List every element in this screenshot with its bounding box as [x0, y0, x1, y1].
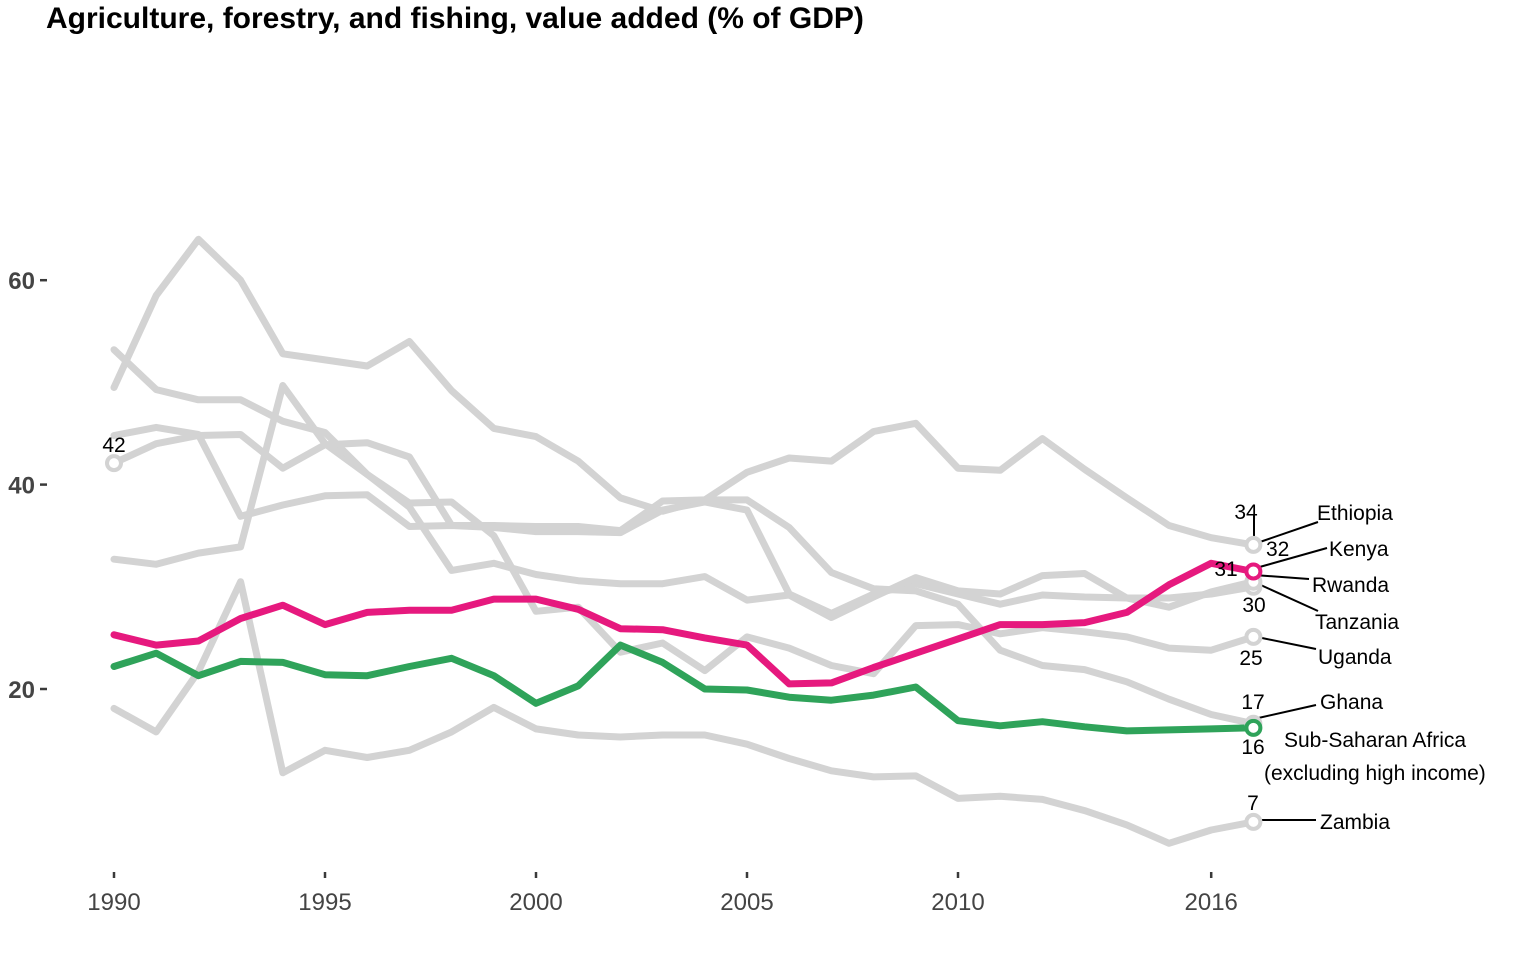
series-label-zambia: Zambia: [1320, 811, 1390, 834]
leader-line-uganda: [1261, 637, 1317, 650]
series-line-ghana: [110, 431, 1257, 728]
end-point-zambia: [1244, 812, 1263, 831]
series-endpoints: [105, 454, 1263, 831]
end-point-ethiopia: [1244, 535, 1263, 554]
end-point-rwanda: [1244, 627, 1263, 646]
y-tick-label: 40: [8, 473, 35, 500]
leader-line-kenya: [1255, 547, 1328, 569]
start-point-ghana: [105, 454, 123, 473]
label-leader-lines: [1253, 515, 1328, 821]
value-label-uganda: 25: [1239, 647, 1262, 670]
series-line-rwanda: [110, 382, 1257, 678]
leader-line-rwanda: [1253, 574, 1310, 580]
value-label-rwanda: 31: [1214, 558, 1237, 581]
x-tick-label: 1995: [298, 889, 351, 916]
y-tick-label: 20: [8, 677, 35, 704]
series-line-zambia: [110, 578, 1257, 847]
series-label-kenya: Kenya: [1329, 538, 1389, 561]
y-axis: 20 40 60: [8, 268, 47, 704]
x-tick-label: 2005: [720, 889, 773, 916]
leader-line-ethiopia: [1253, 521, 1319, 545]
series-line-uganda: [110, 346, 1257, 621]
series-label-uganda: Uganda: [1318, 646, 1392, 669]
value-label-ghana: 17: [1241, 691, 1264, 714]
end-point-sub-saharan-africa-excluding-high-income: [1244, 718, 1263, 737]
series-label-ghana: Ghana: [1320, 691, 1383, 714]
series-label-ethiopia: Ethiopia: [1317, 502, 1393, 525]
chart-title: Agriculture, forestry, and fishing, valu…: [46, 2, 864, 35]
x-tick-label: 2016: [1185, 889, 1238, 916]
series-line-kenya: [110, 559, 1257, 688]
x-tick-label: 2010: [931, 889, 984, 916]
x-tick-label: 2000: [509, 889, 562, 916]
leader-line-ghana: [1253, 704, 1317, 720]
value-label-zambia: 7: [1247, 792, 1259, 815]
x-tick-label: 1990: [87, 889, 140, 916]
value-label-ssa: 16: [1241, 736, 1264, 759]
series-label-ssa-line2: (excluding high income): [1264, 762, 1486, 785]
series-label-tanzania: Tanzania: [1315, 611, 1399, 634]
end-point-kenya: [1244, 562, 1263, 581]
series-line-tanzania: [110, 423, 1257, 617]
value-label-ethiopia: 34: [1234, 501, 1258, 524]
y-tick-label: 60: [8, 268, 35, 295]
leader-line-tanzania: [1253, 581, 1319, 612]
series-lines: [110, 235, 1257, 847]
series-line-sub-saharan-africa-excluding-high-income: [110, 641, 1257, 735]
series-label-rwanda: Rwanda: [1312, 574, 1389, 597]
start-value-label: 42: [102, 434, 125, 457]
x-axis: 1990 1995 2000 2005 2010 2016: [87, 872, 1238, 916]
value-label-kenya: 32: [1266, 538, 1289, 561]
value-label-tanzania: 30: [1242, 594, 1265, 617]
series-label-ssa-line1: Sub-Saharan Africa: [1284, 729, 1466, 752]
